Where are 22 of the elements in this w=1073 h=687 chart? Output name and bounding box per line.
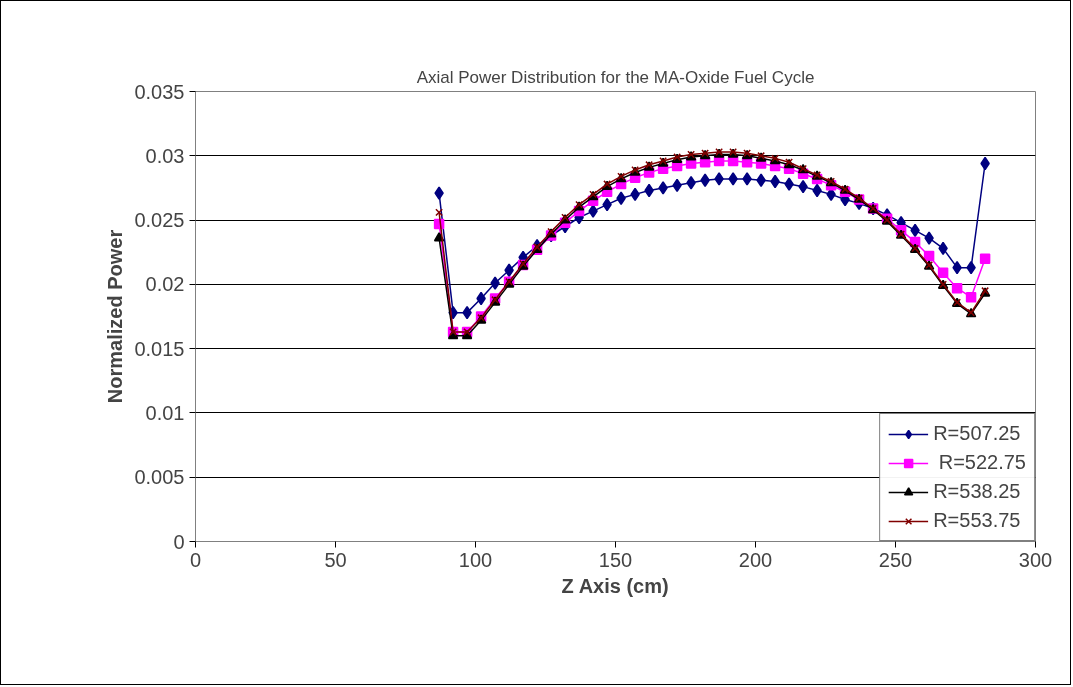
- y-tick-label: 0.02: [145, 273, 185, 296]
- x-tick-label: 300: [1018, 548, 1053, 571]
- legend-label: R=522.75: [937, 451, 1026, 474]
- y-tick-label: 0.03: [145, 144, 185, 167]
- x-tick-label: 50: [324, 548, 347, 571]
- x-axis-title: Z Axis (cm): [561, 574, 669, 597]
- x-tick-label: 100: [458, 548, 493, 571]
- x-tick-label: 150: [598, 548, 633, 571]
- y-tick-label: 0.015: [134, 337, 185, 360]
- legend-label: R=553.75: [933, 509, 1021, 532]
- y-tick-label: 0.01: [145, 401, 185, 424]
- x-tick-label: 200: [738, 548, 773, 571]
- y-tick-label: 0.035: [134, 80, 185, 103]
- y-tick-label: 0: [173, 530, 185, 553]
- y-tick-label: 0.025: [134, 209, 185, 232]
- y-tick-label: 0.005: [134, 466, 185, 489]
- x-tick-label: 250: [878, 548, 913, 571]
- y-axis-title: Normalized Power: [104, 229, 127, 404]
- legend-label: R=538.25: [933, 480, 1021, 503]
- legend-label: R=507.25: [933, 422, 1021, 445]
- x-tick-label: 0: [189, 548, 202, 571]
- chart-title: Axial Power Distribution for the MA-Oxide Fuel Cycle: [416, 67, 815, 87]
